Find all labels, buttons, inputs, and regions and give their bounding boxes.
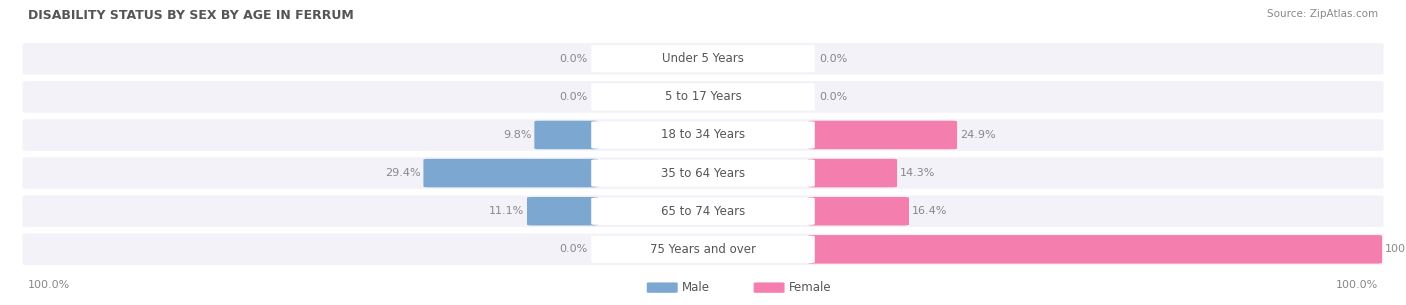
Text: 0.0%: 0.0% — [558, 54, 588, 64]
Text: Male: Male — [682, 281, 710, 294]
Text: 0.0%: 0.0% — [558, 244, 588, 254]
FancyBboxPatch shape — [22, 119, 1384, 151]
Text: 35 to 64 Years: 35 to 64 Years — [661, 167, 745, 180]
Text: 18 to 34 Years: 18 to 34 Years — [661, 128, 745, 142]
FancyBboxPatch shape — [647, 282, 678, 293]
Text: Source: ZipAtlas.com: Source: ZipAtlas.com — [1267, 9, 1378, 19]
Text: 9.8%: 9.8% — [503, 130, 531, 140]
FancyBboxPatch shape — [534, 121, 599, 149]
FancyBboxPatch shape — [423, 159, 599, 187]
FancyBboxPatch shape — [22, 43, 1384, 74]
Text: 0.0%: 0.0% — [818, 54, 848, 64]
FancyBboxPatch shape — [808, 121, 957, 149]
FancyBboxPatch shape — [591, 198, 815, 225]
Text: 0.0%: 0.0% — [558, 92, 588, 102]
Text: 65 to 74 Years: 65 to 74 Years — [661, 205, 745, 218]
FancyBboxPatch shape — [591, 83, 815, 110]
FancyBboxPatch shape — [754, 282, 785, 293]
FancyBboxPatch shape — [591, 121, 815, 149]
Text: Female: Female — [789, 281, 831, 294]
Text: 11.1%: 11.1% — [489, 206, 524, 216]
Text: 100.0%: 100.0% — [28, 280, 70, 290]
FancyBboxPatch shape — [808, 197, 910, 225]
FancyBboxPatch shape — [22, 196, 1384, 227]
FancyBboxPatch shape — [22, 234, 1384, 265]
Text: 0.0%: 0.0% — [818, 92, 848, 102]
Text: 14.3%: 14.3% — [900, 168, 935, 178]
Text: 24.9%: 24.9% — [960, 130, 995, 140]
Text: 75 Years and over: 75 Years and over — [650, 243, 756, 256]
Text: Under 5 Years: Under 5 Years — [662, 52, 744, 65]
FancyBboxPatch shape — [591, 160, 815, 187]
Text: 16.4%: 16.4% — [912, 206, 948, 216]
Text: 100.0%: 100.0% — [1385, 244, 1406, 254]
Text: 29.4%: 29.4% — [385, 168, 420, 178]
Text: 100.0%: 100.0% — [1336, 280, 1378, 290]
FancyBboxPatch shape — [808, 235, 1382, 264]
FancyBboxPatch shape — [22, 157, 1384, 189]
FancyBboxPatch shape — [591, 236, 815, 263]
FancyBboxPatch shape — [808, 159, 897, 187]
Text: 5 to 17 Years: 5 to 17 Years — [665, 90, 741, 103]
FancyBboxPatch shape — [591, 45, 815, 72]
FancyBboxPatch shape — [22, 81, 1384, 113]
Text: DISABILITY STATUS BY SEX BY AGE IN FERRUM: DISABILITY STATUS BY SEX BY AGE IN FERRU… — [28, 9, 354, 22]
FancyBboxPatch shape — [527, 197, 599, 225]
